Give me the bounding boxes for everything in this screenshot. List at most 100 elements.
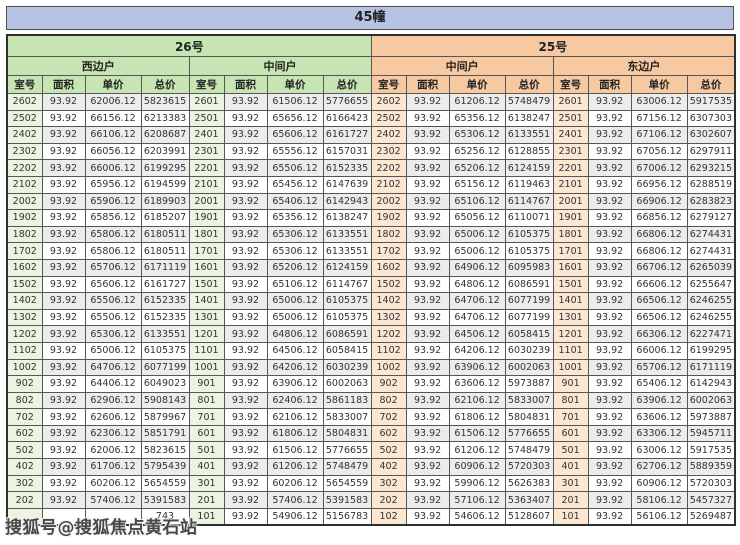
room-cell: 1301 (552, 308, 589, 327)
room-cell: 2401 (188, 126, 225, 144)
area-cell: 93.92 (405, 341, 450, 360)
total-price-cell: 6002063 (322, 375, 372, 393)
unit-price-cell: 60206.12 (84, 474, 142, 493)
unit-price-cell: 57106.12 (448, 491, 506, 509)
unit-price-cell: 62606.12 (84, 408, 142, 426)
unit-price-cell: 61206.12 (266, 458, 324, 476)
total-price-cell: 5269487 (686, 507, 736, 526)
room-cell: 601 (552, 424, 589, 443)
total-price-cell: 6199295 (140, 159, 190, 177)
unit-price-cell: 65406.12 (630, 375, 688, 393)
area-cell: 93.92 (587, 441, 632, 460)
room-cell: 1102 (370, 341, 407, 360)
building-title: 45幢 (6, 6, 734, 30)
total-price-cell: 5917535 (686, 93, 736, 111)
unit-price-cell: 63306.12 (630, 424, 688, 443)
room-cell: 702 (370, 408, 407, 426)
unit-price-cell: 61506.12 (266, 93, 324, 111)
area-cell: 93.92 (223, 441, 268, 460)
table-row: 1302 93.92 65506.12 6152335 1301 93.92 65006.1… (6, 308, 736, 327)
room-cell: 2201 (188, 159, 225, 177)
total-price-cell: 6114767 (322, 275, 372, 294)
unit-price-cell: 56106.12 (630, 507, 688, 526)
unit-price-cell: 61206.12 (448, 441, 506, 460)
total-price-cell: 6166423 (322, 109, 372, 128)
unit-price-cell: 61506.12 (266, 441, 324, 460)
room-cell: 401 (188, 458, 225, 476)
table-row: 1202 93.92 65306.12 6133551 1201 93.92 64806.1… (6, 325, 736, 343)
column-header: 室号 (552, 75, 589, 94)
unit-price-cell: 60206.12 (266, 474, 324, 493)
unit-price-cell: 64806.12 (266, 325, 324, 343)
room-cell: 1802 (370, 225, 407, 244)
unit-price-cell: 62306.12 (84, 424, 142, 443)
total-price-cell: 6138247 (322, 209, 372, 227)
room-cell: 2302 (6, 142, 43, 161)
room-cell: 1102 (6, 341, 43, 360)
area-cell: 93.92 (223, 126, 268, 144)
area-cell: 93.92 (41, 209, 86, 227)
area-cell: 93.92 (405, 258, 450, 277)
unit-price-cell: 63906.12 (266, 375, 324, 393)
room-cell (6, 507, 43, 526)
unit-price-cell: 61206.12 (448, 93, 506, 111)
area-cell: 93.92 (41, 474, 86, 493)
unit-price-cell: 66306.12 (630, 325, 688, 343)
room-cell: 2401 (552, 126, 589, 144)
total-price-cell: 5851791 (140, 424, 190, 443)
room-cell: 201 (552, 491, 589, 509)
total-price-cell: 6077199 (504, 308, 554, 327)
table-row: 1402 93.92 65506.12 6152335 1401 93.92 65006.1… (6, 292, 736, 310)
unit-price-cell: 65706.12 (630, 358, 688, 377)
area-cell: 93.92 (587, 142, 632, 161)
unit-price-cell: 66606.12 (630, 275, 688, 294)
total-price-cell: 5973887 (686, 408, 736, 426)
area-cell: 93.92 (405, 159, 450, 177)
area-cell: 93.92 (405, 375, 450, 393)
room-cell: 1701 (552, 242, 589, 260)
area-cell: 93.92 (405, 408, 450, 426)
total-price-cell: 5776655 (504, 424, 554, 443)
area-cell: 93.92 (405, 209, 450, 227)
area-cell: 93.92 (405, 192, 450, 211)
total-price-cell: 6002063 (686, 391, 736, 410)
total-price-cell: 6199295 (686, 341, 736, 360)
room-cell: 1402 (6, 292, 43, 310)
total-price-cell: 5391583 (140, 491, 190, 509)
area-cell: 93.92 (223, 358, 268, 377)
unit-price-cell: 65306.12 (266, 225, 324, 244)
area-cell: 93.92 (223, 325, 268, 343)
area-cell: 93.92 (223, 474, 268, 493)
room-cell: 1601 (552, 258, 589, 277)
room-cell: 201 (188, 491, 225, 509)
unit-price-cell: 57406.12 (84, 491, 142, 509)
area-cell (41, 507, 86, 526)
area-cell: 93.92 (41, 126, 86, 144)
total-price-cell: 5945711 (686, 424, 736, 443)
total-price-cell: 5626383 (504, 474, 554, 493)
area-cell: 93.92 (41, 441, 86, 460)
total-price-cell: 5776655 (322, 441, 372, 460)
room-cell: 2301 (552, 142, 589, 161)
room-cell: 1101 (552, 341, 589, 360)
area-cell: 93.92 (41, 258, 86, 277)
room-cell: 2001 (188, 192, 225, 211)
room-cell: 601 (188, 424, 225, 443)
room-cell: 1501 (552, 275, 589, 294)
unit-price-cell: 66806.12 (630, 225, 688, 244)
total-price-cell: 6246255 (686, 308, 736, 327)
total-price-cell: 5363407 (504, 491, 554, 509)
unit-price-cell: 63606.12 (630, 408, 688, 426)
area-cell: 93.92 (405, 391, 450, 410)
unit-price-cell: 66106.12 (84, 126, 142, 144)
total-price-cell: 6133551 (140, 325, 190, 343)
total-price-cell: 6152335 (322, 159, 372, 177)
column-header: 总价 (686, 75, 736, 94)
area-cell: 93.92 (41, 159, 86, 177)
unit-price-cell: 65506.12 (266, 159, 324, 177)
unit-price-cell: 62106.12 (448, 391, 506, 410)
total-price-cell: 5908143 (140, 391, 190, 410)
room-cell: 902 (370, 375, 407, 393)
unit-price-cell: 65056.12 (448, 209, 506, 227)
column-header: 总价 (140, 75, 190, 94)
